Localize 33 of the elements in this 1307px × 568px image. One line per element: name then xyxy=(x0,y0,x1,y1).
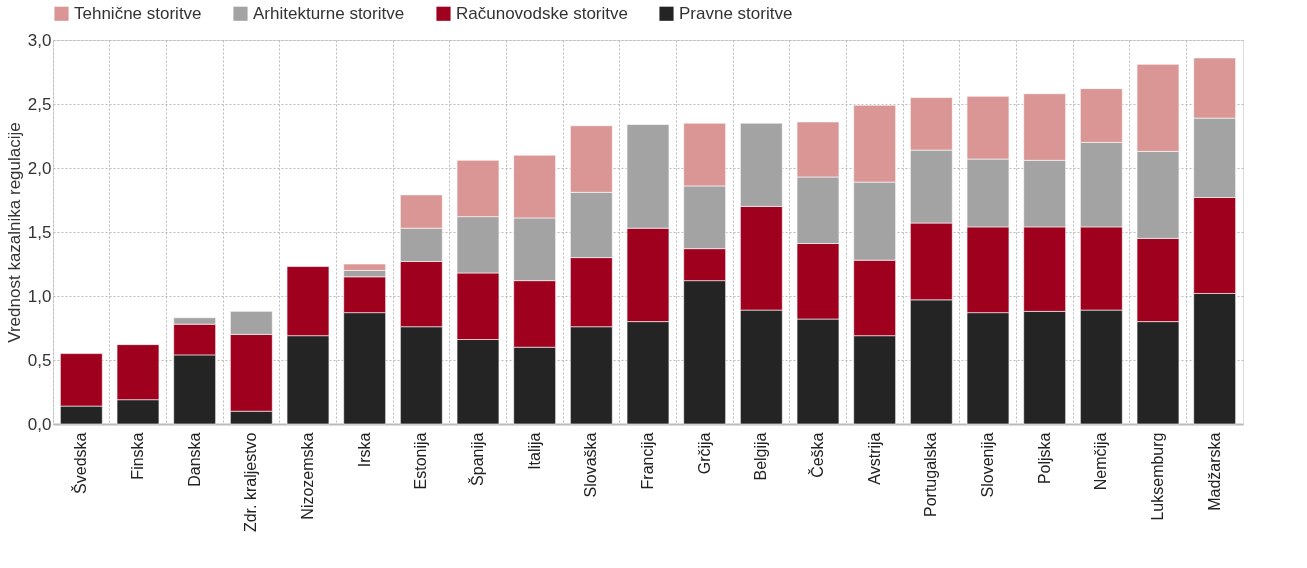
x-tick-label: Italija xyxy=(525,432,543,470)
y-tick-label: 0,5 xyxy=(27,350,52,370)
y-tick-label: 1,5 xyxy=(27,222,52,242)
legend-label: Arhitekturne storitve xyxy=(253,3,405,23)
x-tick-label: Slovaška xyxy=(582,432,600,498)
y-tick-label: 1,0 xyxy=(27,286,52,306)
legend-label: Računovodske storitve xyxy=(456,3,628,23)
y-tick-label: 0,0 xyxy=(27,414,52,434)
x-tick-label: Francija xyxy=(639,432,656,490)
x-tick-label: Portugalska xyxy=(922,432,940,517)
y-tick-label: 2,0 xyxy=(27,158,52,178)
x-tick-label: Estonija xyxy=(412,432,430,490)
x-tick-label: Irska xyxy=(355,432,373,468)
x-tick-label: Nizozemska xyxy=(299,432,316,520)
x-tick-label: Finska xyxy=(129,432,146,480)
legend-label: Pravne storitve xyxy=(679,3,793,23)
x-tick-label: Češka xyxy=(808,432,826,478)
x-tick-label: Grčija xyxy=(695,432,713,475)
x-tick-label: Španija xyxy=(468,432,486,486)
y-axis-title: Vrednost kazalnika regulacije xyxy=(4,122,24,343)
x-tick-label: Zdr. kraljestvo xyxy=(242,432,260,533)
y-tick-label: 3,0 xyxy=(27,30,52,50)
x-tick-label: Švedska xyxy=(71,432,90,494)
x-tick-label: Slovenija xyxy=(979,432,996,498)
x-tick-label: Madžarska xyxy=(1205,432,1223,511)
x-tick-label: Nemčija xyxy=(1092,432,1110,491)
x-tick-label: Poljska xyxy=(1035,432,1053,485)
x-tick-label: Avstrija xyxy=(865,432,883,485)
x-tick-label: Luksemburg xyxy=(1149,432,1166,521)
x-tick-label: Belgija xyxy=(752,432,770,481)
y-tick-label: 2,5 xyxy=(27,94,52,114)
legend-label: Tehnične storitve xyxy=(74,3,202,23)
x-tick-label: Danska xyxy=(185,432,203,487)
